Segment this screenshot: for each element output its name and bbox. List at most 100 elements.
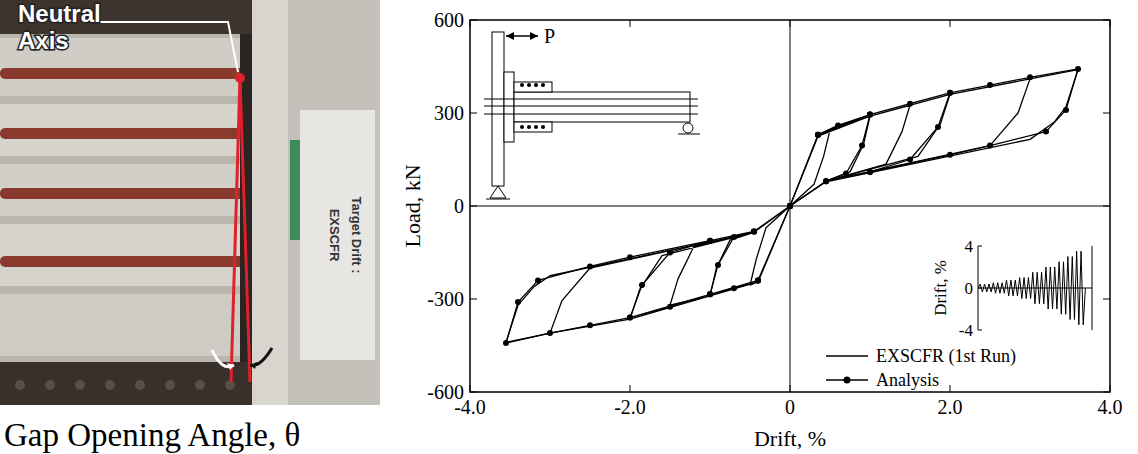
beam [514,92,690,122]
bolt [541,83,545,87]
main-chart: -4.0-2.002.04.0-600-3000300600Drift, %Lo… [400,9,1123,451]
test-setup-sketch: P [484,25,700,199]
tick [470,113,477,114]
tick [470,20,477,21]
marker [835,122,841,128]
tick [470,206,477,207]
marker [627,315,633,321]
bolt [534,125,538,129]
inset-chart: -404Drift, % [931,237,1092,340]
legend: EXSCFR (1st Run) Analysis [826,346,1016,390]
marker [535,277,541,283]
marker [787,203,793,209]
marker [715,262,721,268]
strand [484,114,698,115]
inset-line [978,251,1085,325]
bottom-plate [0,362,275,405]
marker [787,203,793,209]
marker [515,299,521,305]
rotation-arrow [250,348,272,365]
strand [484,99,698,100]
tick [790,20,791,27]
y-tick-label: 300 [434,102,464,124]
inset-y-axis-title: Drift, % [931,260,950,316]
marker [947,90,953,96]
bolt [45,380,55,390]
marker [935,124,941,130]
angle [514,82,552,92]
marker [815,132,821,138]
marker [707,291,713,297]
marker [1063,107,1069,113]
tick [470,392,477,393]
inset-y-tick-label: 4 [965,237,974,256]
tendon [0,256,270,267]
marker [787,203,793,209]
marker [707,238,713,244]
photo-background [0,0,380,405]
legend-swatch [826,355,868,357]
tendon [0,68,270,79]
bolt [165,380,175,390]
tick [1103,20,1110,21]
marker [787,203,793,209]
x-tick-label: 0 [785,396,795,418]
marker [787,203,793,209]
x-tick-label: -2.0 [614,396,646,418]
tick [470,385,471,392]
tick [1110,385,1111,392]
marker [907,157,913,163]
tick [1103,299,1110,300]
marker [755,277,761,283]
tick [470,20,471,27]
tick [1110,20,1111,27]
marker [503,340,509,346]
marker [843,170,849,176]
marker [1043,129,1049,135]
marker [823,178,829,184]
tendon [0,128,270,139]
marker [627,315,633,321]
marker [907,101,913,107]
marker [867,112,873,118]
marker [755,277,761,283]
sign-text: Target Drift : [349,196,364,273]
marker [787,203,793,209]
marker [755,277,761,283]
bolt [527,125,531,129]
marker [707,291,713,297]
angle [514,122,552,132]
load-arrow-head [506,32,514,40]
roller [683,123,693,133]
y-tick-label: 600 [434,9,464,31]
photo: EXSCFRTarget Drift :NeutralAxis [0,0,380,405]
tendon [0,188,270,199]
legend-swatch [844,377,851,384]
marker [1027,74,1033,80]
tick [630,385,631,392]
marker [587,263,593,269]
marker [627,254,633,260]
tick [470,299,477,300]
bolt [541,125,545,129]
neutral-axis-point [235,73,245,83]
legend-label: EXSCFR (1st Run) [876,346,1016,367]
x-axis-title: Drift, % [754,426,826,451]
marker [823,178,829,184]
bolt [534,83,538,87]
tick [630,20,631,27]
bolt [75,380,85,390]
marker [731,285,737,291]
marker [639,282,645,288]
inset-zero-line [978,288,1092,289]
tick [790,385,791,392]
marker [947,90,953,96]
figure: EXSCFRTarget Drift :NeutralAxisGap Openi… [0,0,1138,454]
marker [751,228,757,234]
wall [288,0,380,405]
y-tick-label: 0 [454,195,464,217]
marker [667,304,673,310]
bolt [520,83,524,87]
gap [240,34,252,374]
legend-label: Analysis [876,370,939,390]
